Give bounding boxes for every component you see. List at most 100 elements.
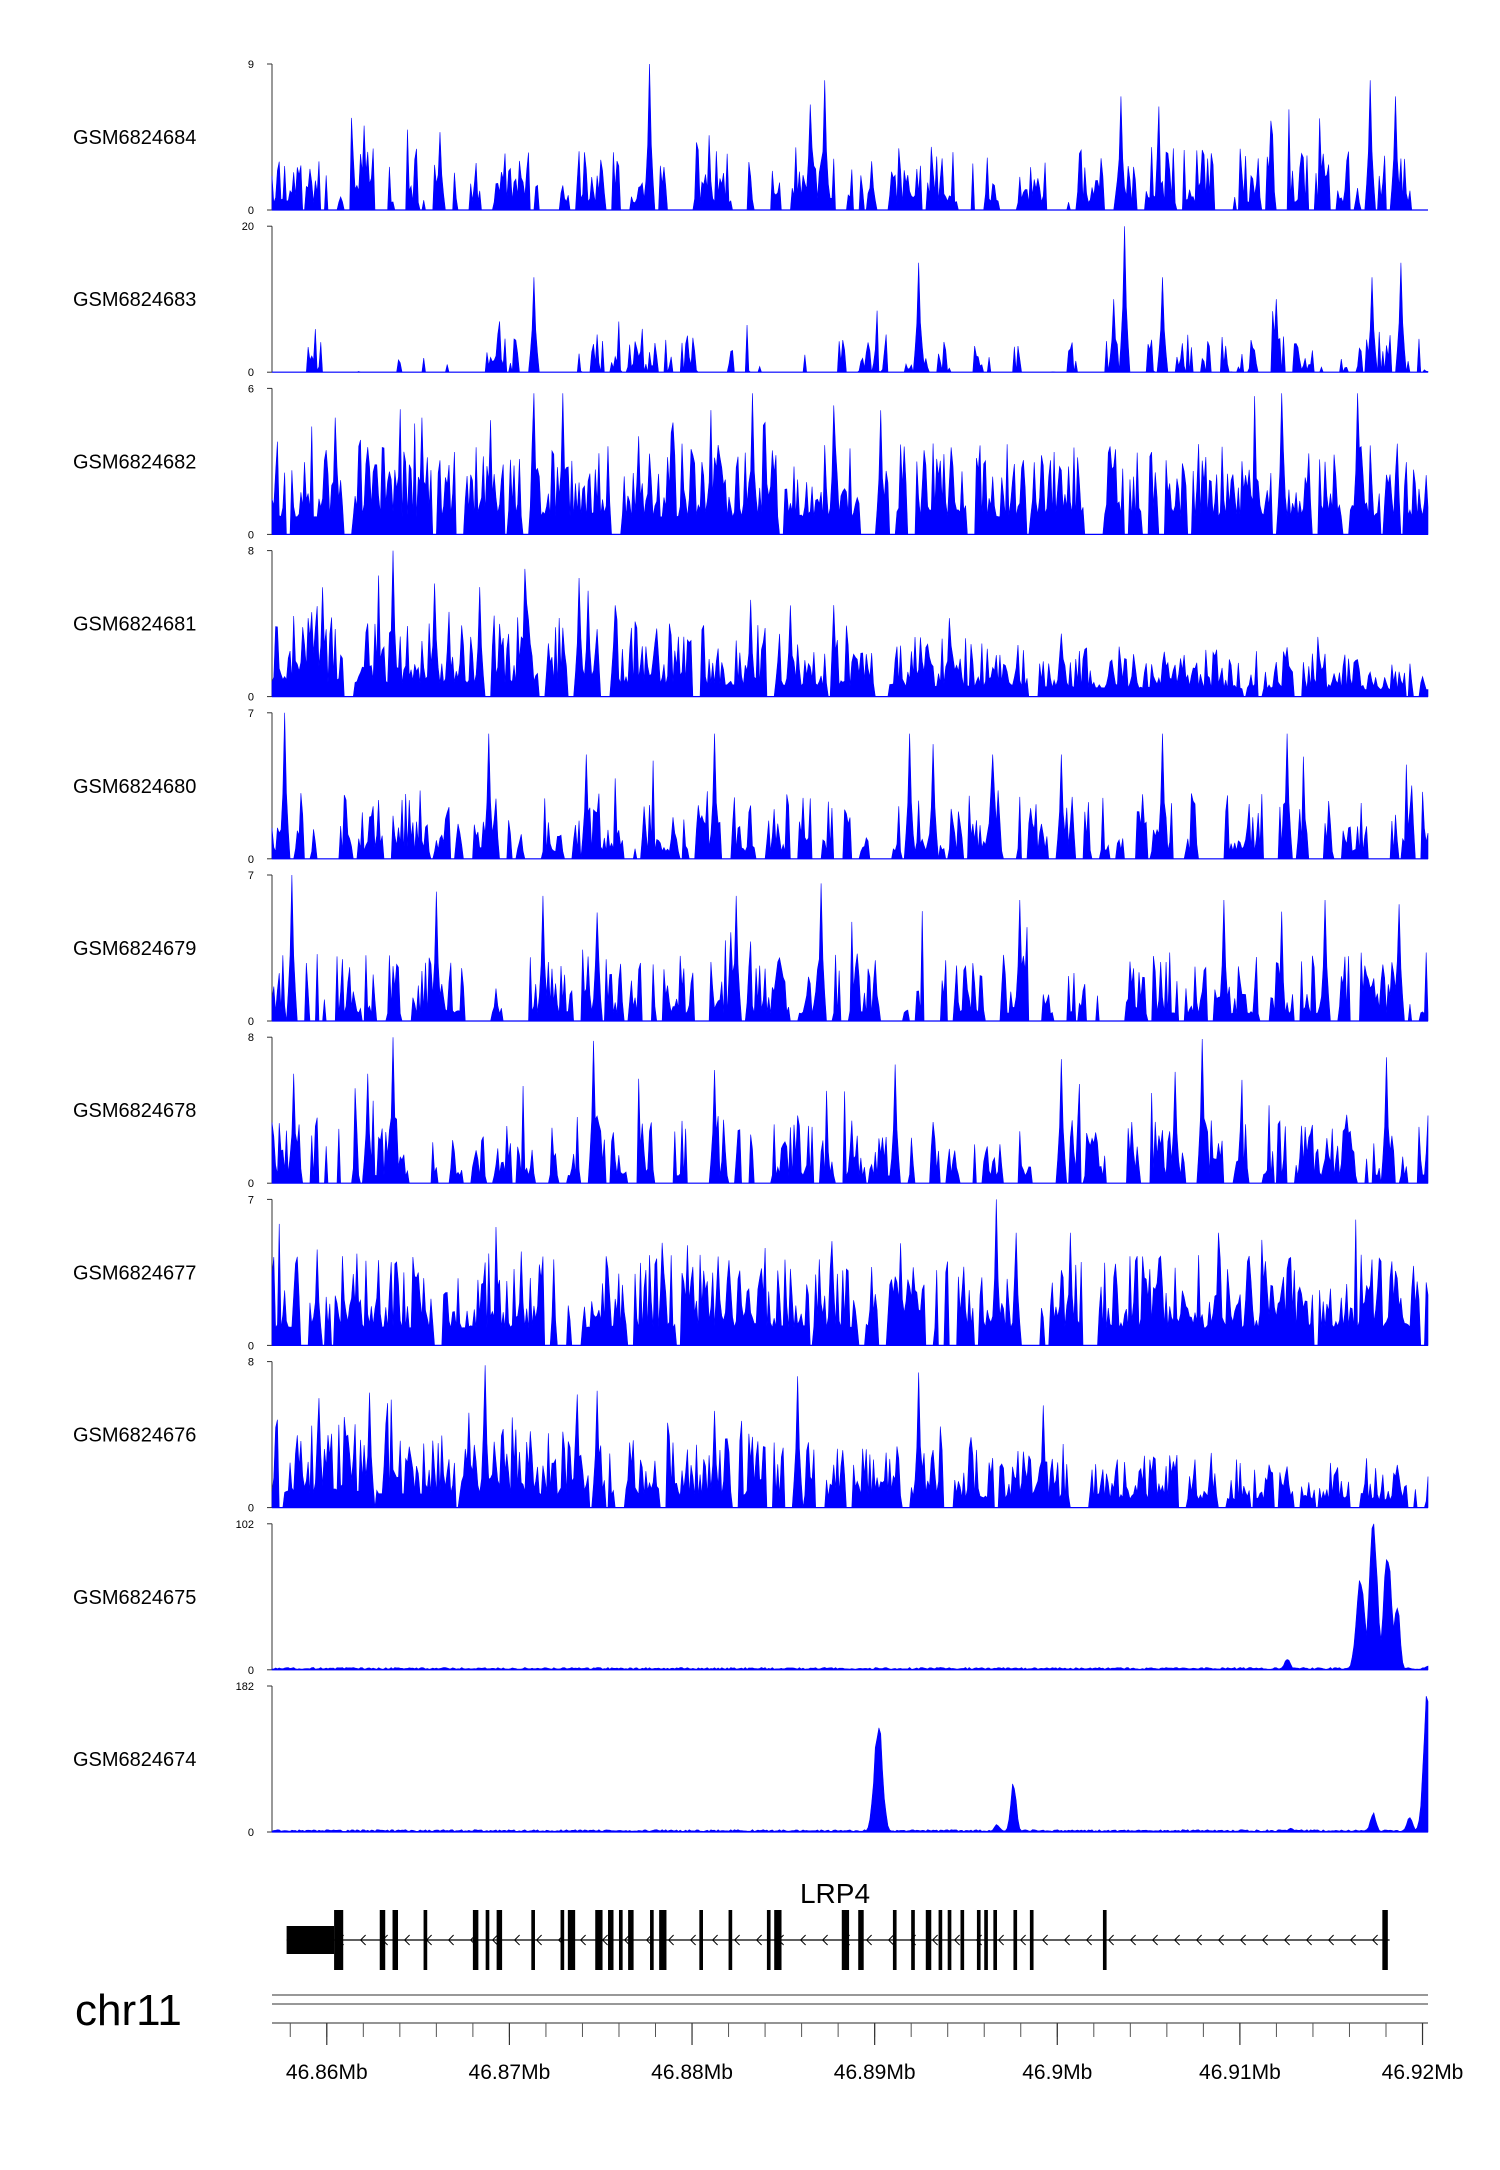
track-GSM6824679: GSM6824679 7 0 xyxy=(73,870,1429,1028)
y-max-label: 8 xyxy=(248,1357,254,1369)
strand-arrow-icon xyxy=(1151,1934,1158,1946)
coverage-area xyxy=(271,874,1429,1022)
y-max-label: 102 xyxy=(236,1519,254,1531)
gene-exon xyxy=(379,1910,386,1970)
y-max-label: 20 xyxy=(242,221,254,233)
strand-arrow-icon xyxy=(1239,1934,1246,1946)
y-max-label: 6 xyxy=(248,383,254,395)
x-axis-tick-label: 46.86Mb xyxy=(286,2061,368,2084)
strand-arrow-icon xyxy=(997,1934,1004,1946)
x-axis-tick-label: 46.89Mb xyxy=(834,2061,916,2084)
gene-exon xyxy=(1013,1910,1018,1970)
coverage-area xyxy=(271,1199,1429,1346)
strand-arrow-icon xyxy=(799,1934,806,1946)
strand-arrow-icon xyxy=(1063,1934,1070,1946)
strand-arrow-icon xyxy=(755,1934,762,1946)
gene-exon xyxy=(334,1910,344,1970)
y-min-label: 0 xyxy=(248,1178,254,1190)
track-label: GSM6824677 xyxy=(73,1262,196,1284)
gene-exon xyxy=(618,1910,623,1970)
y-max-label: 8 xyxy=(248,1032,254,1044)
coverage-tracks: GSM682468490GSM6824683200GSM682468260GSM… xyxy=(73,59,1429,1839)
strand-arrow-icon xyxy=(579,1934,586,1946)
strand-arrow-icon xyxy=(1327,1934,1334,1946)
coverage-area xyxy=(271,1037,1429,1184)
track-GSM6824676: GSM6824676 8 0 xyxy=(73,1357,1429,1515)
track-GSM6824677: GSM6824677 7 0 xyxy=(73,1194,1429,1352)
gene-utr xyxy=(286,1926,335,1954)
gene-exon xyxy=(531,1910,535,1970)
y-max-label: 9 xyxy=(248,59,254,71)
strand-arrow-icon xyxy=(1349,1934,1356,1946)
gene-exon xyxy=(1102,1910,1107,1970)
track-label: GSM6824682 xyxy=(73,451,196,473)
coverage-area xyxy=(271,712,1429,860)
x-axis-tick-label: 46.87Mb xyxy=(469,2061,551,2084)
track-GSM6824680: GSM6824680 7 0 xyxy=(73,708,1429,866)
y-min-label: 0 xyxy=(248,367,254,379)
coverage-area xyxy=(271,550,1429,697)
gene-exon xyxy=(993,1910,998,1970)
y-min-label: 0 xyxy=(248,529,254,541)
gene-exon xyxy=(659,1910,667,1970)
strand-arrow-icon xyxy=(535,1934,542,1946)
coverage-area xyxy=(271,1523,1429,1671)
strand-arrow-icon xyxy=(667,1934,674,1946)
track-label: GSM6824675 xyxy=(73,1587,196,1609)
strand-arrow-icon xyxy=(513,1934,520,1946)
track-label: GSM6824678 xyxy=(73,1100,196,1122)
gene-track: LRP4 xyxy=(286,1878,1390,1970)
track-label: GSM6824681 xyxy=(73,614,196,636)
y-min-label: 0 xyxy=(248,1827,254,1839)
gene-exon xyxy=(925,1910,932,1970)
y-max-label: 182 xyxy=(236,1681,254,1693)
gene-exon xyxy=(911,1910,915,1970)
strand-arrow-icon xyxy=(645,1934,652,1946)
gene-exon xyxy=(960,1910,965,1970)
genomic-axis: 46.86Mb 46.87Mb 46.88Mb 46.89Mb 46.9Mb 46.91M… xyxy=(272,2022,1463,2084)
strand-arrow-icon xyxy=(1305,1934,1312,1946)
gene-exon xyxy=(947,1910,952,1970)
gene-exon xyxy=(472,1910,479,1970)
gene-exon xyxy=(595,1910,603,1970)
track-label: GSM6824674 xyxy=(73,1749,196,1771)
gene-exon xyxy=(766,1910,771,1970)
gene-exon xyxy=(1382,1910,1388,1970)
y-min-label: 0 xyxy=(248,1503,254,1515)
strand-arrow-icon xyxy=(447,1934,454,1946)
strand-arrow-icon xyxy=(601,1934,608,1946)
y-min-label: 0 xyxy=(248,1016,254,1028)
track-GSM6824674: GSM6824674 182 0 xyxy=(73,1681,1429,1839)
strand-arrow-icon xyxy=(1217,1934,1224,1946)
strand-arrow-icon xyxy=(1085,1934,1092,1946)
strand-arrow-icon xyxy=(1261,1934,1268,1946)
gene-exon xyxy=(560,1910,565,1970)
gene-exon xyxy=(728,1910,733,1970)
strand-arrow-icon xyxy=(887,1934,894,1946)
gene-exon xyxy=(567,1910,576,1970)
track-label: GSM6824680 xyxy=(73,776,196,798)
track-GSM6824678: GSM6824678 8 0 xyxy=(73,1032,1429,1190)
strand-arrow-icon xyxy=(1041,1934,1048,1946)
strand-arrow-icon xyxy=(1195,1934,1202,1946)
y-min-label: 0 xyxy=(248,205,254,217)
coverage-area xyxy=(271,393,1429,535)
strand-arrow-icon xyxy=(821,1934,828,1946)
strand-arrow-icon xyxy=(1371,1934,1378,1946)
strand-arrow-icon xyxy=(359,1934,366,1946)
strand-arrow-icon xyxy=(1283,1934,1290,1946)
strand-arrow-icon xyxy=(1019,1934,1026,1946)
strand-arrow-icon xyxy=(931,1934,938,1946)
track-label: GSM6824684 xyxy=(73,127,196,149)
strand-arrow-icon xyxy=(1173,1934,1180,1946)
track-label: GSM6824683 xyxy=(73,289,196,311)
track-label: GSM6824676 xyxy=(73,1425,196,1447)
gene-label: LRP4 xyxy=(800,1878,870,1909)
strand-arrow-icon xyxy=(865,1934,872,1946)
y-min-label: 0 xyxy=(248,1665,254,1677)
x-axis-tick-label: 46.88Mb xyxy=(651,2061,733,2084)
gene-exon xyxy=(423,1910,428,1970)
strand-arrow-icon xyxy=(733,1934,740,1946)
y-min-label: 0 xyxy=(248,692,254,704)
